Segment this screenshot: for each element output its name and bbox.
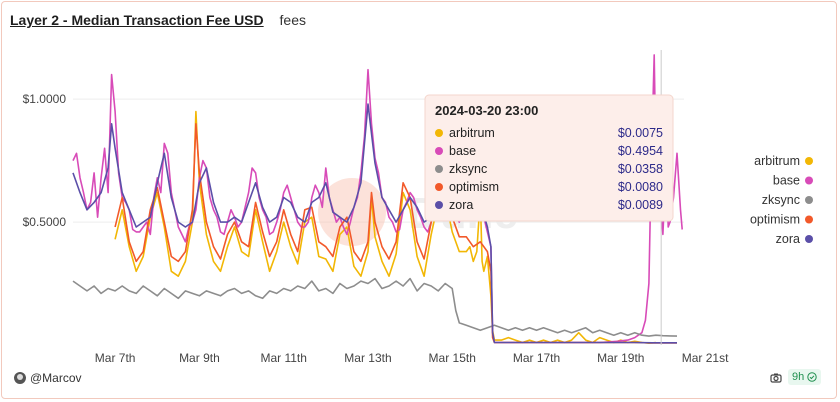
y-tick-label: $0.5000 bbox=[23, 215, 67, 229]
tooltip-series-name: zora bbox=[449, 198, 473, 212]
y-axis-ticks: $1.0000 $0.5000 bbox=[23, 92, 67, 229]
x-tick-label: Mar 7th bbox=[95, 351, 136, 365]
x-tick-label: Mar 17th bbox=[513, 351, 560, 365]
tooltip-series-value: $0.0075 bbox=[618, 126, 663, 140]
y-tick-label: $1.0000 bbox=[23, 92, 67, 106]
series-line-arbitrum bbox=[114, 110, 656, 344]
chart-title[interactable]: Layer 2 - Median Transaction Fee USD bbox=[10, 12, 264, 28]
legend-label-optimism: optimism bbox=[750, 213, 800, 227]
tooltip-series-name: optimism bbox=[449, 180, 499, 194]
tooltip-dot bbox=[435, 129, 443, 137]
author-name: @Marcov bbox=[30, 371, 82, 385]
check-circle-icon bbox=[807, 372, 817, 382]
refresh-age: 9h bbox=[792, 371, 805, 383]
x-tick-label: Mar 13th bbox=[344, 351, 391, 365]
legend-dot-optimism bbox=[805, 215, 813, 224]
tooltip: 2024-03-20 23:00 arbitrum $0.0075 base $0.49… bbox=[424, 94, 674, 222]
tooltip-series-name: arbitrum bbox=[449, 126, 495, 140]
tooltip-series-value: $0.0358 bbox=[618, 162, 663, 176]
tooltip-dot bbox=[435, 165, 443, 173]
legend-label-base: base bbox=[773, 174, 800, 188]
x-tick-label: Mar 15th bbox=[429, 351, 476, 365]
tooltip-dot bbox=[435, 201, 443, 209]
legend: arbitrum base zksync optimism zora bbox=[750, 154, 813, 246]
x-axis-ticks: Mar 7th Mar 9th Mar 11th Mar 13th Mar 15th Ma… bbox=[95, 351, 729, 365]
tooltip-dot bbox=[435, 147, 443, 155]
tooltip-series-value: $0.4954 bbox=[618, 144, 663, 158]
tooltip-series-name: zksync bbox=[449, 162, 487, 176]
camera-icon[interactable] bbox=[770, 372, 782, 384]
legend-label-arbitrum: arbitrum bbox=[754, 154, 800, 168]
legend-label-zora: zora bbox=[776, 232, 800, 246]
x-tick-label: Mar 21st bbox=[682, 351, 729, 365]
x-tick-label: Mar 9th bbox=[179, 351, 220, 365]
chart-subtitle: fees bbox=[279, 12, 306, 28]
legend-dot-zksync bbox=[805, 196, 813, 204]
avatar-icon bbox=[14, 372, 26, 384]
series-lines bbox=[72, 54, 683, 344]
x-tick-label: Mar 19th bbox=[597, 351, 644, 365]
author-credit[interactable]: @Marcov bbox=[14, 371, 82, 385]
legend-dot-zora bbox=[805, 235, 813, 243]
legend-label-zksync: zksync bbox=[762, 193, 800, 207]
tooltip-series-value: $0.0080 bbox=[618, 180, 663, 194]
tooltip-dot bbox=[435, 183, 443, 191]
legend-dot-arbitrum bbox=[805, 157, 813, 165]
tooltip-series-name: base bbox=[449, 144, 476, 158]
refresh-badge[interactable]: 9h bbox=[788, 369, 822, 385]
chart-header: Layer 2 - Median Transaction Fee USD fee… bbox=[10, 12, 306, 28]
tooltip-panel bbox=[424, 94, 674, 222]
tooltip-date: 2024-03-20 23:00 bbox=[435, 103, 538, 118]
series-line-zksync bbox=[72, 277, 678, 337]
tooltip-series-value: $0.0089 bbox=[618, 198, 663, 212]
legend-dot-base bbox=[805, 176, 813, 185]
x-tick-label: Mar 11th bbox=[260, 351, 306, 365]
